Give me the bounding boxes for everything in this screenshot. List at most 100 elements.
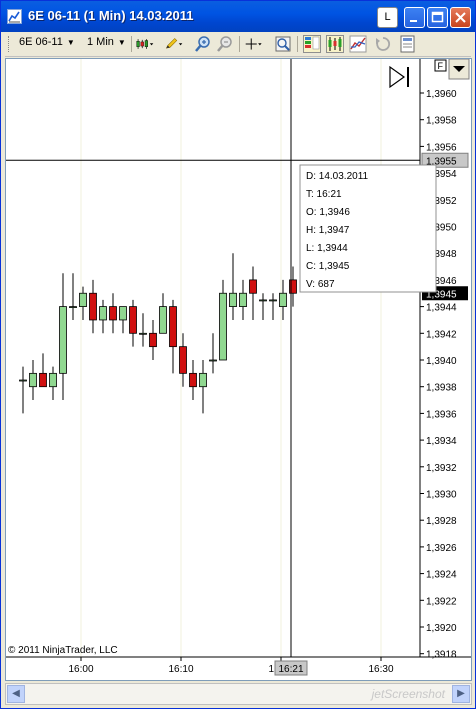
data-box-icon[interactable]: [303, 35, 321, 53]
zoom-in-icon[interactable]: [194, 35, 212, 53]
price-tick-label: 1,3918: [426, 650, 457, 661]
f-marker-label: F: [438, 61, 444, 71]
price-tick-label: 1,3938: [426, 383, 457, 394]
candle-body: [159, 306, 167, 334]
candlestick-icon[interactable]: [136, 35, 154, 53]
candle-body: [289, 279, 297, 294]
price-tick-label: 1,3932: [426, 463, 457, 474]
link-button[interactable]: L: [377, 7, 398, 28]
window-title: 6E 06-11 (1 Min) 14.03.2011: [28, 8, 194, 23]
time-tick-label: 16:30: [368, 664, 393, 675]
candle-body: [49, 372, 57, 388]
chart-trader-icon[interactable]: [399, 35, 417, 53]
maximize-button[interactable]: [427, 7, 448, 28]
price-tick-label: 1,3942: [426, 329, 457, 340]
strategies-icon[interactable]: [326, 35, 344, 53]
candle-body: [239, 292, 247, 307]
close-icon: [455, 12, 466, 23]
data-box-line: H: 1,3947: [306, 225, 350, 236]
price-tick-label: 1,3940: [426, 356, 457, 367]
maximize-icon: [431, 11, 444, 23]
crosshair-price-marker: [421, 152, 469, 168]
data-box: [299, 164, 437, 293]
candle-body: [169, 306, 177, 348]
data-box-line: T: 16:21: [306, 189, 342, 200]
pencil-draw-icon[interactable]: [165, 35, 183, 53]
candle-body: [129, 306, 137, 334]
candle-body: [109, 306, 117, 321]
price-tick-label: 1,3920: [426, 623, 457, 634]
candle-body: [99, 306, 107, 321]
crosshair-icon[interactable]: [245, 35, 263, 53]
price-tick-label: 1,3936: [426, 409, 457, 420]
candle-body: [89, 292, 97, 321]
candle-body: [19, 379, 27, 382]
interval-selector[interactable]: 1 Min ▼: [87, 36, 126, 48]
candle-body: [209, 359, 217, 362]
time-tick-label: 16:10: [168, 664, 193, 675]
last-price-label: 1,3945: [426, 289, 457, 300]
candle-body: [149, 332, 157, 348]
title-bar[interactable]: 6E 06-11 (1 Min) 14.03.2011 L: [1, 1, 475, 32]
candle-body: [199, 372, 207, 388]
chart-toolbar: 6E 06-11 ▼ 1 Min ▼: [5, 32, 471, 57]
interval-label: 1 Min: [87, 36, 114, 48]
f-marker-box[interactable]: [434, 59, 447, 72]
crosshair-time-label: 16:21: [278, 664, 303, 675]
minimize-icon: [410, 20, 417, 22]
data-box-line: V: 687: [306, 279, 335, 290]
chevron-down-icon: [453, 66, 465, 72]
price-tick-label: 1,3950: [426, 223, 457, 234]
candle-body: [119, 306, 127, 321]
candle-body: [139, 332, 147, 335]
data-box-line: O: 1,3946: [306, 207, 350, 218]
price-chart[interactable]: 1,3960 1,3958 1,3956 1,3954 1,3952 1,3950 1,39…: [6, 58, 471, 680]
candle-body: [39, 372, 47, 388]
time-tick-label: 16:00: [68, 664, 93, 675]
price-tick-label: 1,3930: [426, 490, 457, 501]
price-tick-label: 1,3958: [426, 116, 457, 127]
price-tick-label: 1,3924: [426, 570, 457, 581]
candle-body: [79, 292, 87, 307]
refresh-icon[interactable]: [374, 35, 392, 53]
zoom-out-icon[interactable]: [216, 35, 234, 53]
candle-body: [29, 372, 37, 388]
price-tick-label: 1,3954: [426, 169, 457, 180]
candle-body: [259, 299, 267, 302]
data-box-line: L: 1,3944: [306, 243, 348, 254]
price-tick-label: 1,3922: [426, 596, 457, 607]
scroll-right-button[interactable]: ▶: [452, 685, 470, 703]
close-button[interactable]: [450, 7, 471, 28]
price-tick-label: 1,3952: [426, 196, 457, 207]
scroll-left-button[interactable]: ◀: [7, 685, 25, 703]
price-tick-label: 1,3928: [426, 516, 457, 527]
chart-panel[interactable]: 1,3960 1,3958 1,3956 1,3954 1,3952 1,3950 1,39…: [5, 58, 472, 681]
toolbar-grip[interactable]: [8, 36, 12, 52]
instrument-selector[interactable]: 6E 06-11 ▼: [19, 36, 75, 48]
properties-icon[interactable]: [274, 35, 292, 53]
minimize-button[interactable]: [404, 7, 425, 28]
candle-body: [219, 292, 227, 361]
watermark-logo: jetScreenshot: [371, 687, 445, 701]
price-tick-label: 1,3926: [426, 543, 457, 554]
candle-body: [179, 346, 187, 374]
price-tick-label: 1,3956: [426, 142, 457, 153]
horizontal-scrollbar[interactable]: ◀ jetScreenshot ▶: [5, 683, 472, 705]
price-tick-label: 1,3934: [426, 436, 457, 447]
price-tick-label: 1,3948: [426, 249, 457, 260]
data-box-line: C: 1,3945: [306, 261, 350, 272]
copyright-label: © 2011 NinjaTrader, LLC: [8, 645, 118, 656]
price-tick-label: 1,3944: [426, 303, 457, 314]
toolbar-separator: [239, 36, 240, 52]
arrow-left-icon: ◀: [12, 688, 20, 699]
candle-body: [59, 306, 67, 374]
crosshair-price-label: 1,3955: [426, 156, 457, 167]
play-icon[interactable]: [389, 65, 406, 89]
toolbar-separator: [297, 36, 298, 52]
candle-body: [189, 372, 197, 388]
candle-body: [229, 292, 237, 307]
crosshair-time-marker: [274, 660, 308, 676]
instrument-label: 6E 06-11: [19, 36, 63, 48]
indicators-icon[interactable]: [349, 35, 367, 53]
